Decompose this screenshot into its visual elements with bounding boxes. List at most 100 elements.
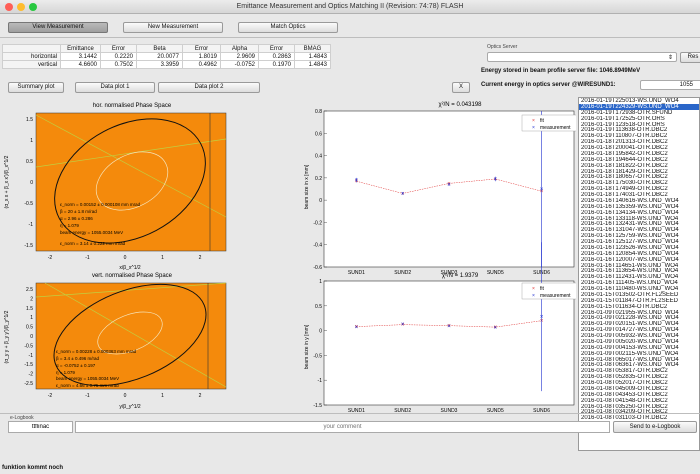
file-list-item[interactable]: 2016-01-09T021228-WS.UND_WO4 — [581, 315, 679, 322]
file-list-item[interactable]: 2016-01-08T052835-OTR.DBC2 — [581, 374, 668, 380]
ytick-label: -0.6 — [313, 265, 322, 271]
file-list-item[interactable]: 2016-01-18T181429-OTR.DBC2 — [581, 168, 668, 175]
xtick-label: SUND1 — [348, 270, 365, 276]
file-list-item[interactable]: 2016-01-16T135359-WS.UND_WO4 — [581, 203, 679, 210]
measurement-file-list[interactable]: 2016-01-19T225013-WS.UND_WO4 2016-01-19T2… — [578, 97, 700, 451]
file-list-item[interactable]: 2016-01-09T020151-WS.UND_WO4 — [581, 321, 679, 328]
phase-v-ytick: 2.5 — [26, 287, 33, 293]
phase-v-xtick: -1 — [85, 393, 90, 399]
file-list-item[interactable]: 2016-01-19T224329-WS.UND_WO4 — [579, 103, 699, 110]
ytick-label: -0.2 — [313, 220, 322, 226]
close-window-button[interactable] — [5, 3, 13, 11]
phase-h-xtick: -2 — [48, 255, 53, 261]
ytick-label: -0.5 — [313, 353, 322, 359]
minimize-window-button[interactable] — [17, 3, 25, 11]
measurement-point: × — [447, 324, 451, 330]
phase-v-xtick: 0 — [124, 393, 127, 399]
file-list-item[interactable]: 2016-01-19T110807-OTR.DBC2 — [581, 133, 668, 140]
file-list-item[interactable]: 2016-01-16T111405-WS.UND_WO4 — [581, 280, 678, 286]
table-cell: 0.2863 — [258, 52, 295, 61]
file-list-item[interactable]: 2016-01-09T005020-WS.UND_WO4 — [581, 338, 679, 345]
file-list-item[interactable]: 2016-01-19T225013-WS.UND_WO4 — [581, 98, 679, 104]
file-list-item[interactable]: 2016-01-18T175030-OTR.DBC2 — [581, 180, 668, 187]
zoom-window-button[interactable] — [29, 3, 37, 11]
file-list-item[interactable]: 2016-01-08T053817-OTR.DBC2 — [581, 368, 668, 375]
file-list-item[interactable]: 2016-01-16T113654-WS.UND_WO4 — [581, 268, 679, 275]
file-list-item[interactable]: 2016-01-15T013502-OTR.FL2SEED — [581, 291, 679, 298]
ytick-label: 0.6 — [315, 131, 322, 137]
phase-h-xlabel: x/β_x^1/2 — [119, 265, 141, 271]
send-elogbook-button[interactable]: Send to e-Logbook — [613, 421, 697, 433]
file-list-item[interactable]: 2016-01-16T125759-WS.UND_WO4 — [581, 233, 679, 239]
close-plots-button[interactable]: X — [452, 82, 470, 93]
file-list-item[interactable]: 2016-01-09T005932-WS.UND_WO4 — [581, 333, 679, 339]
file-list-item[interactable]: 2016-01-08T031103-OTR.DBC2 — [581, 415, 668, 422]
chart-1-title: χ²/N = 0.043198 — [438, 102, 482, 108]
optics-server-select[interactable]: ⇕ — [487, 52, 677, 62]
file-list-item[interactable]: 2016-01-09T021955-WS.UND_WO4 — [581, 309, 679, 316]
fit-point: × — [401, 323, 405, 329]
fit-point: × — [355, 325, 359, 331]
file-list-item[interactable]: 2016-01-18T194644-OTR.DBC2 — [581, 156, 668, 163]
xtick-label: SUND2 — [394, 408, 411, 414]
file-list-item[interactable]: 2016-01-09T004153-WS.UND_WO4 — [581, 344, 679, 351]
tab-data-plot-2[interactable]: Data plot 2 — [158, 82, 260, 93]
file-list-item[interactable]: 2016-01-08T043453-OTR.DBC2 — [581, 391, 668, 398]
file-list-item[interactable]: 2016-01-19T172938-OTR.SFUND — [581, 109, 673, 116]
file-list-item[interactable]: 2016-01-19T113638-OTR.DBC2 — [581, 127, 668, 134]
file-list-item[interactable]: 2016-01-15T011847-OTR.FL2SEED — [581, 297, 678, 304]
file-list-item[interactable]: 2016-01-19T172525-OTR.ORS — [581, 115, 665, 122]
file-list-item[interactable]: 2016-01-08T045009-OTR.DBC2 — [581, 385, 668, 392]
file-list-item[interactable]: 2016-01-16T114651-WS.UND_WO4 — [581, 262, 679, 269]
reset-button[interactable]: Res — [680, 52, 700, 63]
file-list-item[interactable]: 2016-01-16T131047-WS.UND_WO4 — [581, 227, 679, 234]
file-list-item[interactable]: 2016-01-18T174949-OTR.DBC2 — [581, 186, 668, 192]
view-measurement-button[interactable]: View Measurement — [8, 22, 108, 33]
file-list-item[interactable]: 2016-01-08T034209-OTR.DBC2 — [579, 409, 699, 415]
file-list-item[interactable]: 2016-01-08T035250-OTR.DBC2 — [581, 403, 668, 410]
match-optics-button[interactable]: Match Optics — [238, 22, 338, 33]
phase-h-ytick: 0 — [30, 180, 33, 186]
phase-v-xtick: 2 — [199, 393, 202, 399]
file-list-item[interactable]: 2016-01-18T200041-OTR.DBC2 — [581, 145, 668, 151]
new-measurement-button[interactable]: New Measurement — [123, 22, 223, 33]
tab-summary-plot[interactable]: Summary plot — [8, 82, 64, 93]
file-list-item[interactable]: 2016-01-16T140616-WS.UND_WO4 — [581, 197, 679, 204]
phase-v-ytick: -0.5 — [24, 343, 33, 349]
chart-1-legend-fit: fit — [540, 118, 545, 124]
chart-1-legend — [521, 114, 576, 132]
elog-user-field[interactable] — [8, 421, 73, 433]
file-list-item[interactable]: 2016-01-09T002115-WS.UND_WO4 — [581, 350, 679, 357]
file-list-item[interactable]: 2016-01-08T041548-OTR.DBC2 — [581, 397, 668, 404]
file-list-item[interactable]: 2016-01-08T065017-WS.UND_WO4 — [581, 356, 679, 363]
energy-optics-label: Current energy in optics server @WIRESUN… — [481, 82, 616, 88]
file-list-item[interactable]: 2016-01-19T123518-OTR.ORS — [581, 121, 665, 128]
xtick-label: SUND2 — [394, 270, 411, 276]
file-list-item[interactable]: 2016-01-08T063617-WS.UND_WO4 — [581, 362, 679, 369]
file-list-item[interactable]: 2016-01-09T014727-WS.UND_WO4 — [581, 327, 679, 333]
file-list-item[interactable]: 2016-01-18T201313-OTR.DBC2 — [581, 139, 668, 145]
phase-v-info: α = -0.0752 ± 0.197 — [56, 363, 96, 368]
file-list-item[interactable]: 2016-01-15T011634-OTR.DBC2 — [581, 303, 668, 310]
elog-comment-field[interactable] — [75, 421, 610, 433]
chevron-updown-icon: ⇕ — [667, 55, 673, 61]
file-list-item[interactable]: 2016-01-16T125127-WS.UND_WO4 — [581, 239, 679, 245]
file-list-item[interactable]: 2016-01-18T195842-OTR.DBC2 — [581, 150, 668, 157]
file-list-item[interactable]: 2016-01-16T110480-WS.UND_WO4 — [581, 286, 679, 292]
file-list-item[interactable]: 2016-01-16T112431-WS.UND_WO4 — [581, 274, 679, 281]
file-list-item[interactable]: 2016-01-16T120854-WS.UND_WO4 — [581, 250, 679, 257]
ytick-label: -1.5 — [313, 403, 322, 409]
file-list-item[interactable]: 2016-01-16T133118-WS.UND_WO4 — [581, 215, 679, 222]
file-list-item[interactable]: 2016-01-18T181822-OTR.DBC2 — [581, 162, 668, 169]
window-controls — [5, 3, 37, 11]
legend-measurement-icon: × — [532, 125, 535, 131]
file-list-item[interactable]: 2016-01-08T052017-OTR.DBC2 — [581, 380, 668, 386]
file-list-item[interactable]: 2016-01-18T180657-OTR.DBC2 — [581, 174, 668, 181]
file-list-item[interactable]: 2016-01-18T174031-OTR.DBC2 — [581, 192, 668, 198]
results-header-row: Emittance Error Beta Error Alpha Error B… — [2, 44, 331, 53]
tab-data-plot-1[interactable]: Data plot 1 — [75, 82, 155, 93]
file-list-item[interactable]: 2016-01-16T134134-WS.UND_WO4 — [581, 209, 679, 216]
file-list-item[interactable]: 2016-01-16T132431-WS.UND_WO4 — [581, 221, 679, 228]
file-list-item[interactable]: 2016-01-16T123526-WS.UND_WO4 — [581, 244, 679, 251]
file-list-item[interactable]: 2016-01-16T120007-WS.UND_WO4 — [581, 256, 679, 263]
